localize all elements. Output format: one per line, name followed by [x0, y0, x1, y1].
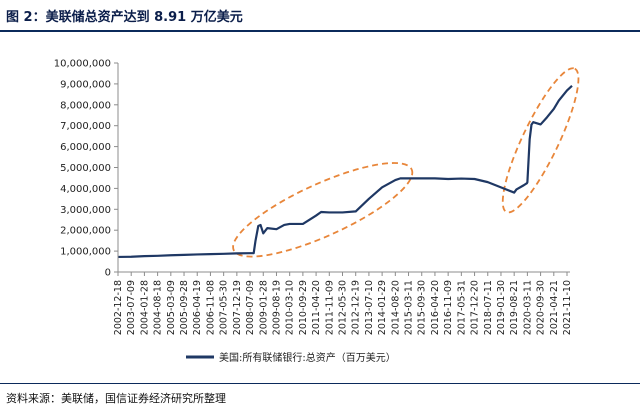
- y-tick-label: 5,000,000: [60, 163, 111, 174]
- x-tick-label: 2003-07-09: [126, 280, 137, 335]
- x-tick-label: 2017-05-31: [456, 280, 467, 335]
- x-tick-label: 2011-04-20: [311, 280, 322, 335]
- figure-title: 图 2：美联储总资产达到 8.91 万亿美元: [6, 10, 243, 25]
- y-tick-label: 2,000,000: [60, 226, 111, 237]
- title-rule: [0, 30, 640, 32]
- x-tick-label: 2004-01-28: [139, 280, 150, 335]
- x-tick-label: 2019-08-21: [509, 280, 520, 335]
- x-tick-label: 2012-05-30: [338, 280, 349, 335]
- source-note: 资料来源：美联储，国信证券经济研究所整理: [6, 392, 226, 405]
- x-tick-label: 2007-12-19: [232, 280, 243, 335]
- x-tick-label: 2005-09-28: [179, 280, 190, 335]
- x-axis: 2002-12-18 2003-07-09 2004-01-28 2004-08-18…: [113, 271, 573, 335]
- annotation-layer: [232, 67, 580, 258]
- x-tick-label: 2016-04-20: [430, 280, 441, 335]
- x-tick-label: 2010-09-29: [298, 280, 309, 335]
- annotation-ellipse: [501, 67, 580, 214]
- x-tick-label: 2018-07-11: [483, 280, 494, 335]
- line-layer: [117, 84, 573, 259]
- x-tick-label: 2019-01-30: [496, 280, 507, 335]
- x-tick-label: 2017-12-20: [470, 280, 481, 335]
- x-tick-label: 2014-08-20: [390, 280, 401, 335]
- annotation-ellipse: [232, 162, 414, 258]
- x-tick-label: 2009-08-19: [271, 280, 282, 335]
- x-tick-label: 2006-04-19: [192, 280, 203, 335]
- y-tick-label: 8,000,000: [60, 100, 111, 111]
- y-tick-label: 10,000,000: [54, 59, 111, 70]
- x-tick-label: 2006-11-08: [205, 280, 216, 335]
- x-tick-label: 2007-05-30: [219, 280, 230, 335]
- x-tick-label: 2020-03-11: [522, 280, 533, 335]
- series-line: [117, 84, 573, 259]
- y-tick-label: 6,000,000: [60, 142, 111, 153]
- x-tick-label: 2010-03-10: [285, 280, 296, 335]
- x-tick-label: 2012-12-19: [351, 280, 362, 335]
- x-tick-label: 2014-01-29: [377, 280, 388, 335]
- x-tick-label: 2020-09-30: [536, 280, 547, 335]
- y-tick-label: 9,000,000: [60, 79, 111, 90]
- y-tick-label: 4,000,000: [60, 184, 111, 195]
- x-tick-label: 2005-03-09: [166, 280, 177, 335]
- footer-rule: [0, 383, 640, 384]
- legend-label: 美国:所有联储银行:总资产（百万美元）: [219, 351, 396, 364]
- chart: 0 1,000,000 2,000,000 3,000,000 4,000,000 5,0…: [54, 59, 580, 364]
- x-tick-label: 2013-07-10: [364, 280, 375, 335]
- x-tick-label: 2002-12-18: [113, 280, 124, 335]
- x-tick-label: 2015-03-11: [404, 280, 415, 335]
- y-tick-label: 1,000,000: [60, 247, 111, 258]
- x-tick-label: 2015-09-30: [417, 280, 428, 335]
- x-tick-label: 2004-08-18: [153, 280, 164, 335]
- x-tick-label: 2021-11-10: [562, 280, 573, 335]
- y-axis: 0 1,000,000 2,000,000 3,000,000 4,000,000 5,0…: [54, 59, 119, 279]
- x-tick-label: 2008-07-09: [245, 280, 256, 335]
- x-tick-label: 2021-04-21: [549, 280, 560, 335]
- x-tick-label: 2016-11-09: [443, 280, 454, 335]
- legend: 美国:所有联储银行:总资产（百万美元）: [186, 351, 396, 364]
- y-tick-label: 3,000,000: [60, 205, 111, 216]
- y-tick-label: 0: [105, 268, 111, 279]
- y-tick-label: 7,000,000: [60, 121, 111, 132]
- x-tick-label: 2011-11-09: [324, 280, 335, 335]
- x-tick-label: 2009-01-28: [258, 280, 269, 335]
